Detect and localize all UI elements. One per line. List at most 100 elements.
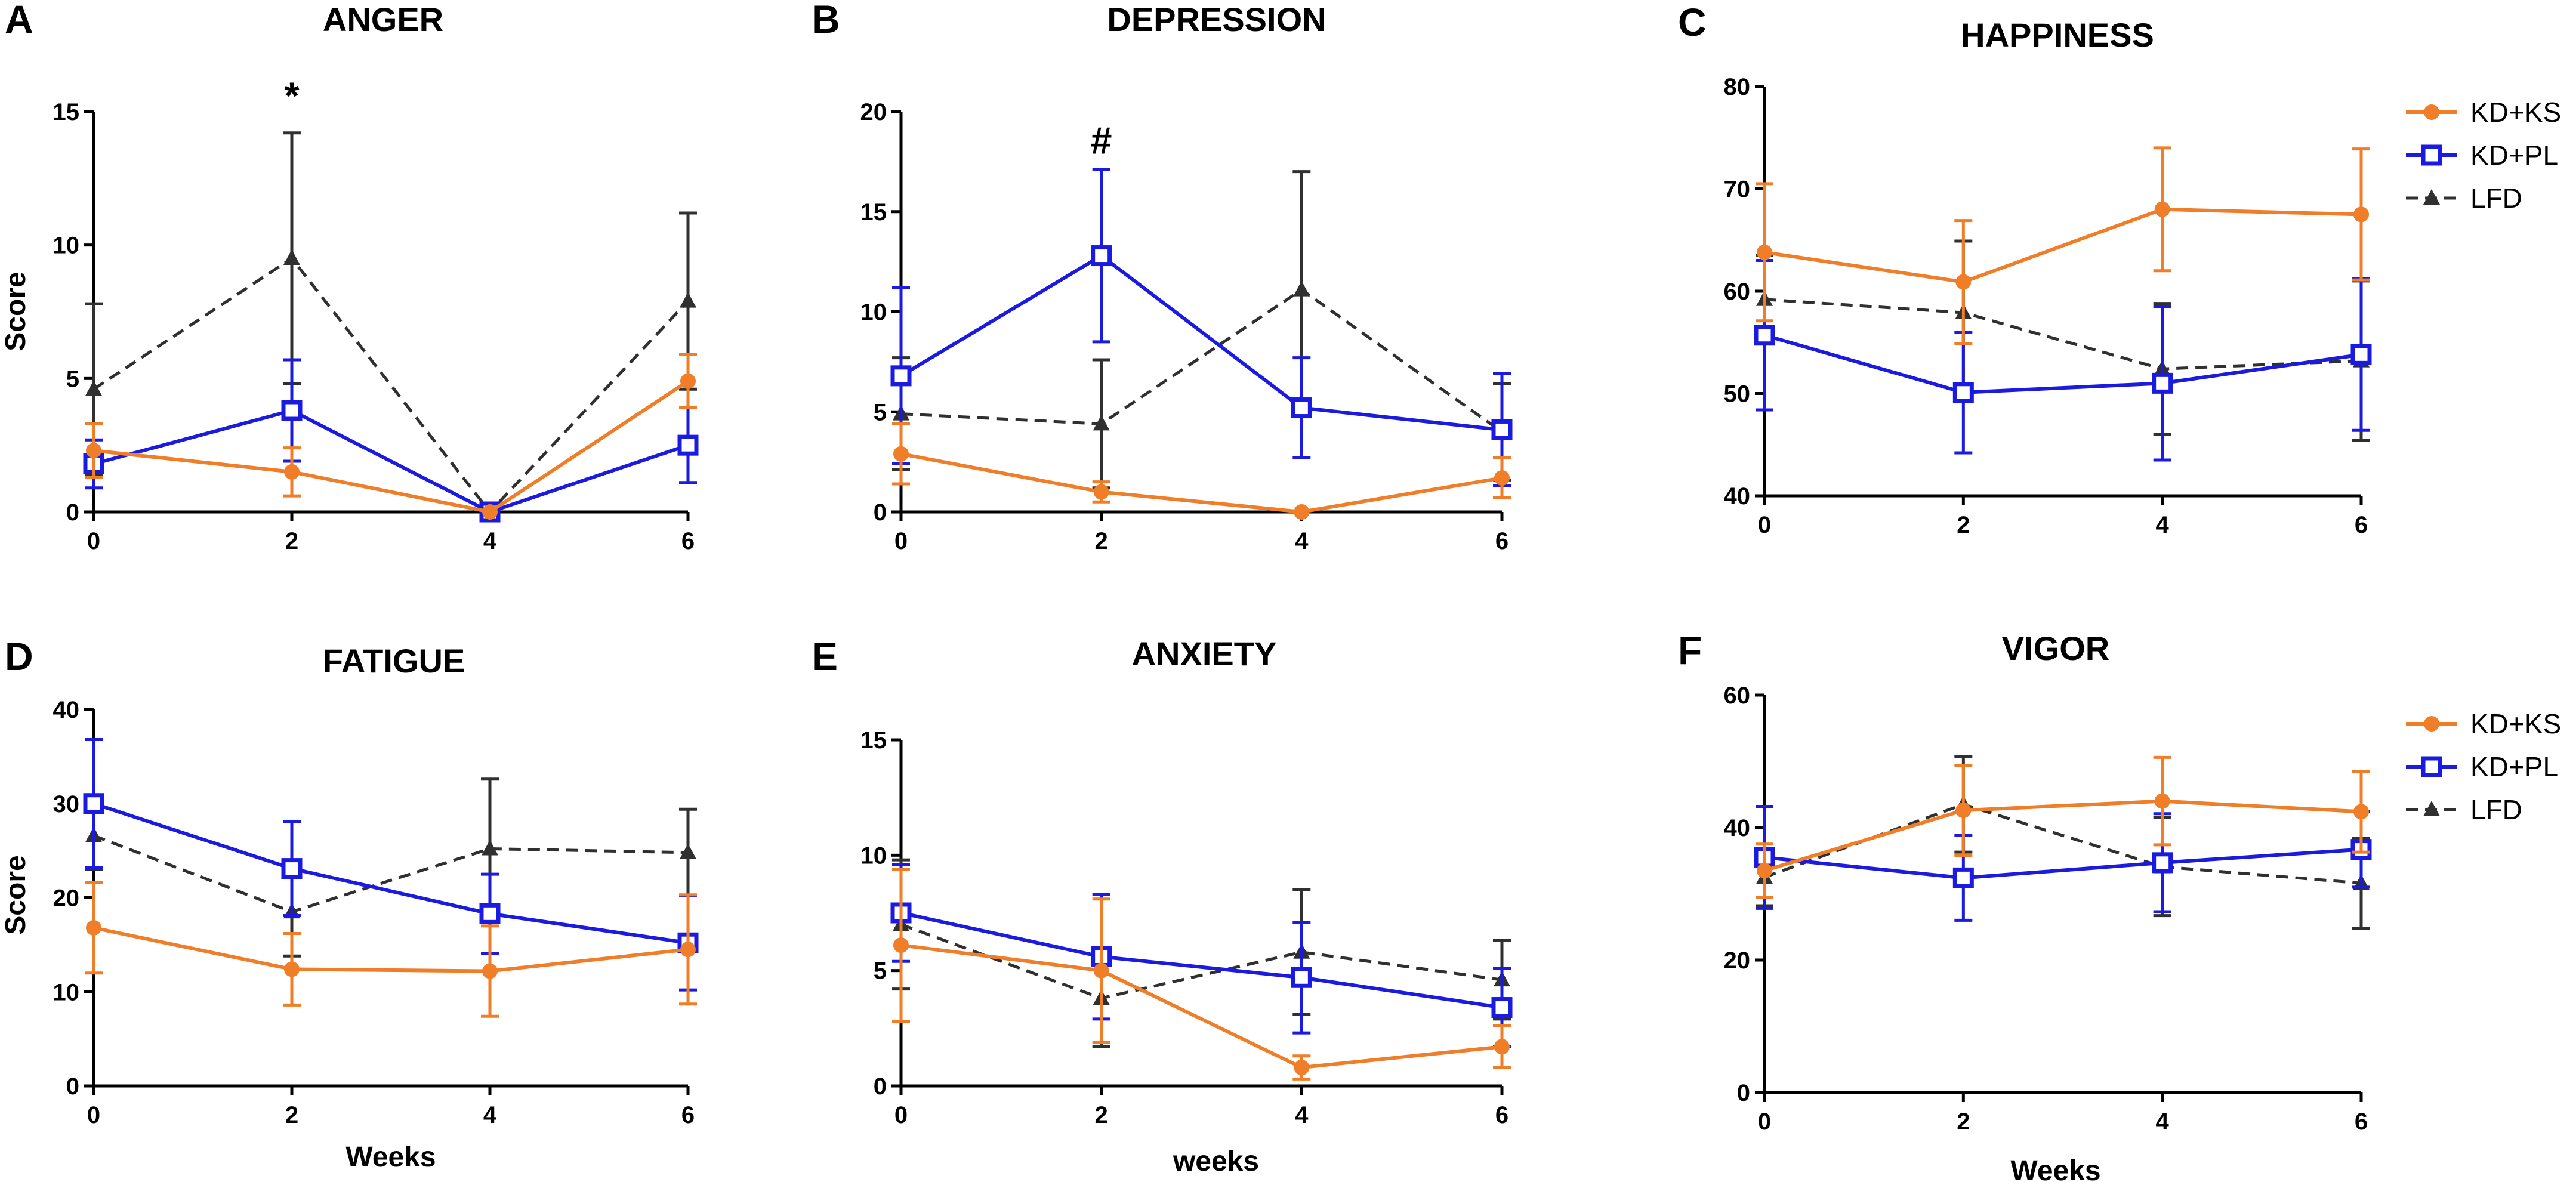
y-tick-label: 70 bbox=[1724, 177, 1751, 203]
panel-letter: F bbox=[1678, 628, 1702, 672]
data-point bbox=[2152, 372, 2173, 394]
x-tick-label: 6 bbox=[681, 1102, 695, 1128]
series-line bbox=[92, 256, 689, 514]
legend-label: KD+PL bbox=[2470, 140, 2558, 171]
data-point bbox=[2353, 804, 2369, 820]
y-tick-label: 0 bbox=[874, 1073, 887, 1100]
y-tick-label: 15 bbox=[53, 99, 80, 125]
y-tick-label: 15 bbox=[860, 199, 887, 226]
series-kd-ks bbox=[892, 422, 1511, 520]
x-tick-label: 4 bbox=[1295, 1102, 1309, 1128]
panel-letter: E bbox=[812, 634, 838, 678]
series-line bbox=[1764, 207, 2362, 284]
series-kd-ks bbox=[85, 881, 697, 1018]
x-tick-label: 0 bbox=[87, 528, 100, 554]
data-point bbox=[2152, 852, 2173, 874]
series-kd-ks bbox=[1756, 146, 2370, 345]
legend-label: LFD bbox=[2470, 183, 2522, 214]
data-point bbox=[482, 504, 498, 520]
y-tick-label: 10 bbox=[860, 300, 887, 326]
data-point bbox=[2353, 206, 2369, 223]
legend-swatch-marker bbox=[2424, 716, 2439, 732]
legend-item: KD+PL bbox=[2406, 140, 2558, 171]
legend: KD+KS KD+PL LFD bbox=[2406, 97, 2561, 214]
data-point bbox=[1091, 245, 1112, 267]
series-kd-ks bbox=[1756, 755, 2370, 899]
data-point bbox=[680, 843, 696, 859]
x-tick-label: 0 bbox=[87, 1102, 100, 1128]
series-line bbox=[1764, 298, 2362, 371]
x-tick-label: 4 bbox=[2156, 1109, 2170, 1135]
y-tick-label: 50 bbox=[1724, 381, 1751, 408]
x-axis-label: Weeks bbox=[345, 1141, 436, 1173]
data-point bbox=[1294, 504, 1310, 520]
data-point bbox=[1293, 280, 1310, 297]
y-tick-label: 0 bbox=[874, 499, 887, 526]
series-line bbox=[1764, 847, 2362, 880]
legend-swatch-marker bbox=[2421, 756, 2442, 777]
y-tick-label: 80 bbox=[1724, 74, 1751, 100]
data-point bbox=[1093, 484, 1109, 500]
x-tick-label: 4 bbox=[2156, 512, 2170, 538]
data-point bbox=[1955, 274, 1972, 290]
series-line bbox=[93, 379, 689, 514]
legend-item: LFD bbox=[2406, 183, 2522, 214]
legend-label: KD+KS bbox=[2470, 97, 2561, 128]
data-point bbox=[1952, 867, 1974, 888]
data-point bbox=[283, 249, 300, 266]
y-tick-label: 30 bbox=[53, 791, 80, 817]
x-tick-label: 0 bbox=[1758, 512, 1771, 538]
data-point bbox=[1291, 397, 1312, 419]
data-point bbox=[1494, 470, 1510, 486]
series-line bbox=[1764, 333, 2362, 394]
series-line bbox=[900, 911, 1503, 1010]
legend-item: KD+KS bbox=[2406, 97, 2561, 128]
x-axis-label: weeks bbox=[1173, 1146, 1259, 1177]
data-point bbox=[893, 446, 909, 462]
legend-swatch-marker bbox=[2423, 801, 2440, 816]
data-point bbox=[281, 858, 303, 879]
y-tick-label: 0 bbox=[66, 1073, 79, 1100]
series-line bbox=[93, 408, 689, 514]
x-tick-label: 2 bbox=[1095, 528, 1108, 554]
x-tick-label: 2 bbox=[285, 1102, 298, 1128]
panel-letter: A bbox=[5, 0, 33, 41]
data-point bbox=[1093, 962, 1109, 979]
data-point bbox=[281, 400, 303, 421]
y-axis-label: Score bbox=[0, 271, 32, 351]
x-tick-label: 6 bbox=[2355, 1109, 2368, 1135]
panel-letter: B bbox=[812, 0, 840, 41]
chart-title: ANGER bbox=[323, 1, 443, 38]
y-tick-label: 5 bbox=[66, 366, 79, 392]
legend-label: KD+KS bbox=[2470, 708, 2561, 739]
y-tick-label: 0 bbox=[66, 499, 79, 526]
y-tick-label: 60 bbox=[1724, 279, 1751, 305]
chart-panel-d: D FATIGUE 0 10 20 30 40 0 2 4 6 Score Weeks bbox=[0, 634, 699, 1173]
x-tick-label: 0 bbox=[1758, 1109, 1771, 1135]
data-point bbox=[1955, 803, 1972, 819]
chart-title: DEPRESSION bbox=[1107, 1, 1326, 38]
data-point bbox=[1757, 863, 1772, 879]
chart-panel-e: E ANXIETY 0 5 10 15 0 2 4 6 weeks bbox=[812, 634, 1513, 1177]
series-line bbox=[93, 834, 689, 913]
legend: KD+KS KD+PL LFD bbox=[2406, 708, 2561, 825]
x-tick-label: 2 bbox=[285, 528, 298, 554]
chart-title: VIGOR bbox=[2002, 629, 2109, 667]
y-axis-label: Score bbox=[0, 855, 32, 934]
series-lfd bbox=[1756, 239, 2370, 442]
data-point bbox=[1754, 325, 1775, 346]
y-tick-label: 40 bbox=[53, 697, 80, 723]
data-point bbox=[479, 903, 501, 924]
series-line bbox=[93, 926, 689, 973]
data-point bbox=[86, 443, 101, 459]
x-tick-label: 4 bbox=[1295, 528, 1309, 554]
series-line bbox=[900, 922, 1503, 1000]
data-point bbox=[1757, 244, 1772, 260]
chart-title: FATIGUE bbox=[323, 642, 465, 680]
data-point bbox=[677, 434, 699, 456]
series-kd-ks bbox=[892, 868, 1511, 1081]
series-line bbox=[900, 253, 1503, 432]
chart-title: HAPPINESS bbox=[1961, 16, 2154, 54]
series-line bbox=[900, 288, 1503, 433]
y-tick-label: 20 bbox=[1724, 948, 1751, 974]
